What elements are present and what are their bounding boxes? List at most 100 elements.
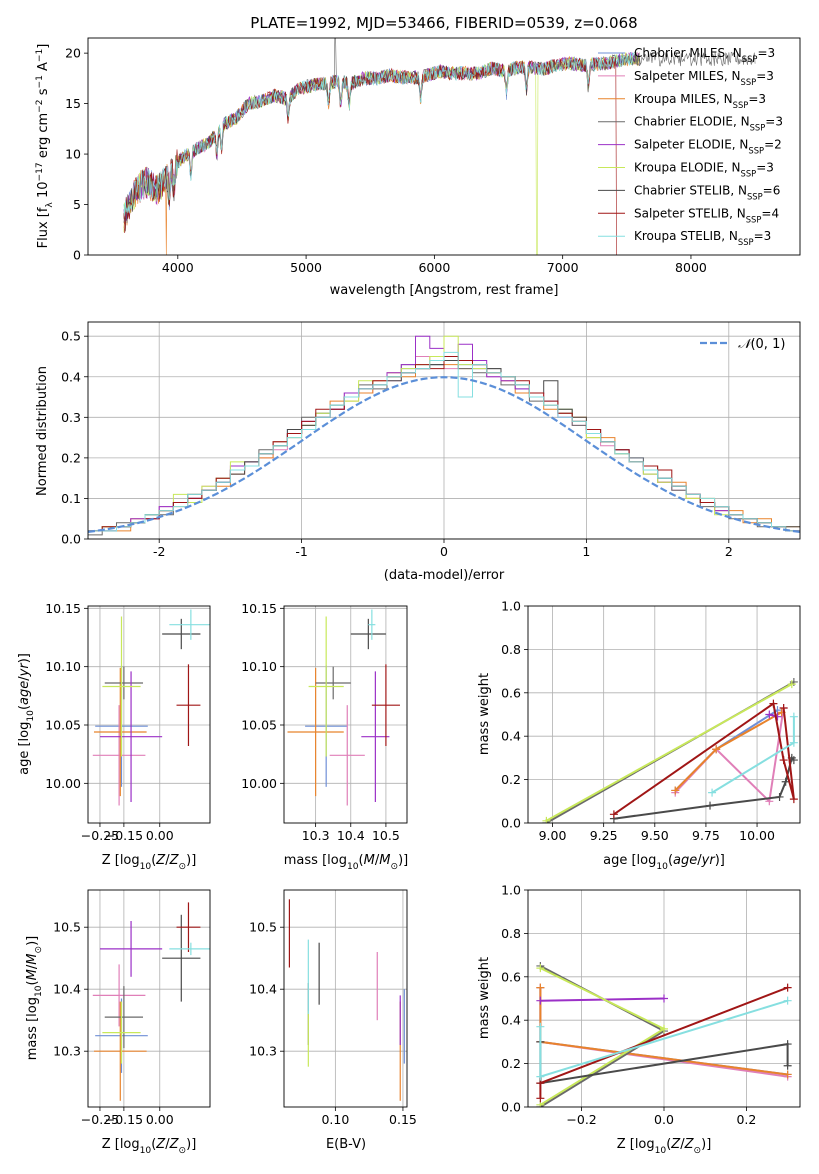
axis-label: age [log10(age/yr)] (603, 853, 725, 872)
legend-label: Kroupa MILES, NSSP=3 (634, 92, 766, 110)
x-tick-label: 9.50 (641, 828, 669, 843)
panel-spectrum: 4000 5000 6000 7000 8000 0 5 10 15 20 wavelength [… (35, 37, 801, 298)
y-tick-label: 10.5 (53, 920, 81, 935)
x-tick-label: 0 (440, 544, 448, 559)
y-tick-label: 10.15 (241, 601, 277, 616)
axes-frame (87, 321, 801, 540)
y-tick-label: 10.05 (45, 718, 81, 733)
y-tick-label: 1.0 (501, 883, 521, 898)
weight-marker (775, 792, 784, 801)
spectrum-line (123, 52, 640, 255)
spectrum-line (123, 56, 617, 255)
x-tick-label: −0.2 (566, 1112, 596, 1127)
plot-area (88, 606, 210, 823)
y-tick-label: 0.3 (61, 410, 81, 425)
weight-line (539, 967, 667, 1106)
weight-marker (542, 816, 551, 823)
y-tick-label: 10.05 (241, 718, 277, 733)
x-tick-label: 0.10 (321, 1112, 349, 1127)
x-tick-label: 1 (582, 544, 590, 559)
x-tick-label: 9.75 (692, 828, 720, 843)
y-tick-label: 0.2 (501, 772, 521, 787)
axes-frame (527, 889, 801, 1108)
weight-line (539, 965, 667, 1107)
y-tick-label: 0.5 (61, 329, 81, 344)
legend-label: Salpeter ELODIE, NSSP=2 (634, 138, 782, 156)
x-tick-label: -1 (295, 544, 307, 559)
normal-curve (88, 376, 800, 533)
x-tick-label: 4000 (162, 260, 194, 275)
x-tick-label: 0.0 (654, 1112, 674, 1127)
y-tick-label: 10.15 (45, 601, 81, 616)
weight-marker (671, 786, 680, 795)
x-axis-label: wavelength [Angstrom, rest frame] (330, 283, 559, 298)
y-tick-label: 10.10 (45, 659, 81, 674)
x-tick-label: 0.2 (736, 1112, 756, 1127)
y-tick-label: 1.0 (501, 599, 521, 614)
y-tick-label: 0.0 (61, 532, 81, 547)
x-axis-label: (data-model)/error (384, 568, 505, 583)
y-axis-label: Normed distribution (35, 366, 50, 496)
y-tick-label: 10.00 (241, 776, 277, 791)
plot-area (284, 606, 407, 823)
spectrum-line (123, 52, 635, 216)
weight-marker (789, 795, 798, 804)
y-tick-label: 5 (73, 197, 81, 212)
x-tick-label: 6000 (418, 260, 450, 275)
x-tick-label: 9.25 (590, 828, 618, 843)
legend-label: Kroupa STELIB, NSSP=3 (634, 229, 771, 247)
weight-line (674, 711, 783, 792)
y-tick-label: 10.3 (53, 1044, 81, 1059)
x-tick-label: 0.00 (146, 1112, 174, 1127)
y-tick-label: 0.4 (61, 369, 81, 384)
weight-marker (609, 810, 618, 819)
y-tick-label: 0 (73, 248, 81, 263)
weight-marker (783, 1070, 792, 1079)
y-tick-label: 0.1 (61, 491, 81, 506)
weight-marker (536, 964, 545, 973)
x-tick-label: 2 (725, 544, 733, 559)
y-tick-label: 10.10 (241, 659, 277, 674)
y-axis-label: mass weight (477, 673, 492, 755)
axis-label: mass [log10(M/M⊙)] (284, 853, 408, 872)
x-tick-label: −0.15 (105, 828, 143, 843)
y-tick-label: 0.6 (501, 969, 521, 984)
grid (284, 890, 407, 1107)
panel-residuals: -2 -1 0 1 2 0.0 0.1 0.2 0.3 0.4 0.5 (data-model)/er… (35, 321, 801, 583)
panel-age-vs-mass: 10.3 10.4 10.5 10.00 10.05 10.10 10.15 mass [lo… (241, 601, 408, 872)
y-tick-label: 0.0 (501, 816, 521, 831)
x-tick-label: 10.5 (372, 828, 400, 843)
legend-label: Salpeter MILES, NSSP=3 (634, 69, 774, 87)
weight-line (674, 707, 785, 804)
figure-title: PLATE=1992, MJD=53466, FIBERID=0539, z=0… (250, 14, 637, 32)
weight-marker (783, 1040, 792, 1049)
weight-marker (783, 1061, 792, 1070)
x-tick-label: -2 (153, 544, 165, 559)
y-tick-label: 10.00 (45, 776, 81, 791)
weight-marker (779, 756, 788, 765)
y-tick-label: 10.3 (249, 1044, 277, 1059)
x-tick-label: 9.00 (539, 828, 567, 843)
plot-area (88, 322, 800, 539)
x-tick-label: −0.25 (81, 1112, 119, 1127)
x-tick-label: 10.00 (739, 828, 775, 843)
x-axis-label: E(B-V) (326, 1137, 366, 1152)
y-tick-label: 20 (65, 46, 81, 61)
legend: Chabrier MILES, NSSP=3 Salpeter MILES, NS… (598, 46, 783, 247)
y-tick-label: 10.4 (53, 982, 81, 997)
plot-area (528, 890, 800, 1107)
axes-frame (87, 889, 211, 1108)
weight-marker (787, 680, 796, 689)
axes-frame (527, 605, 801, 824)
x-tick-label: 0.00 (146, 828, 174, 843)
weight-marker (706, 801, 715, 810)
weight-marker (708, 788, 717, 797)
weight-marker (536, 996, 545, 1005)
axes-frame (87, 605, 211, 824)
x-tick-label: 10.4 (337, 828, 365, 843)
weight-marker (779, 703, 788, 712)
axis-label: Z [log10(Z/Z⊙)] (102, 1137, 197, 1156)
plot-area (123, 38, 756, 255)
x-tick-label: −0.15 (105, 1112, 143, 1127)
